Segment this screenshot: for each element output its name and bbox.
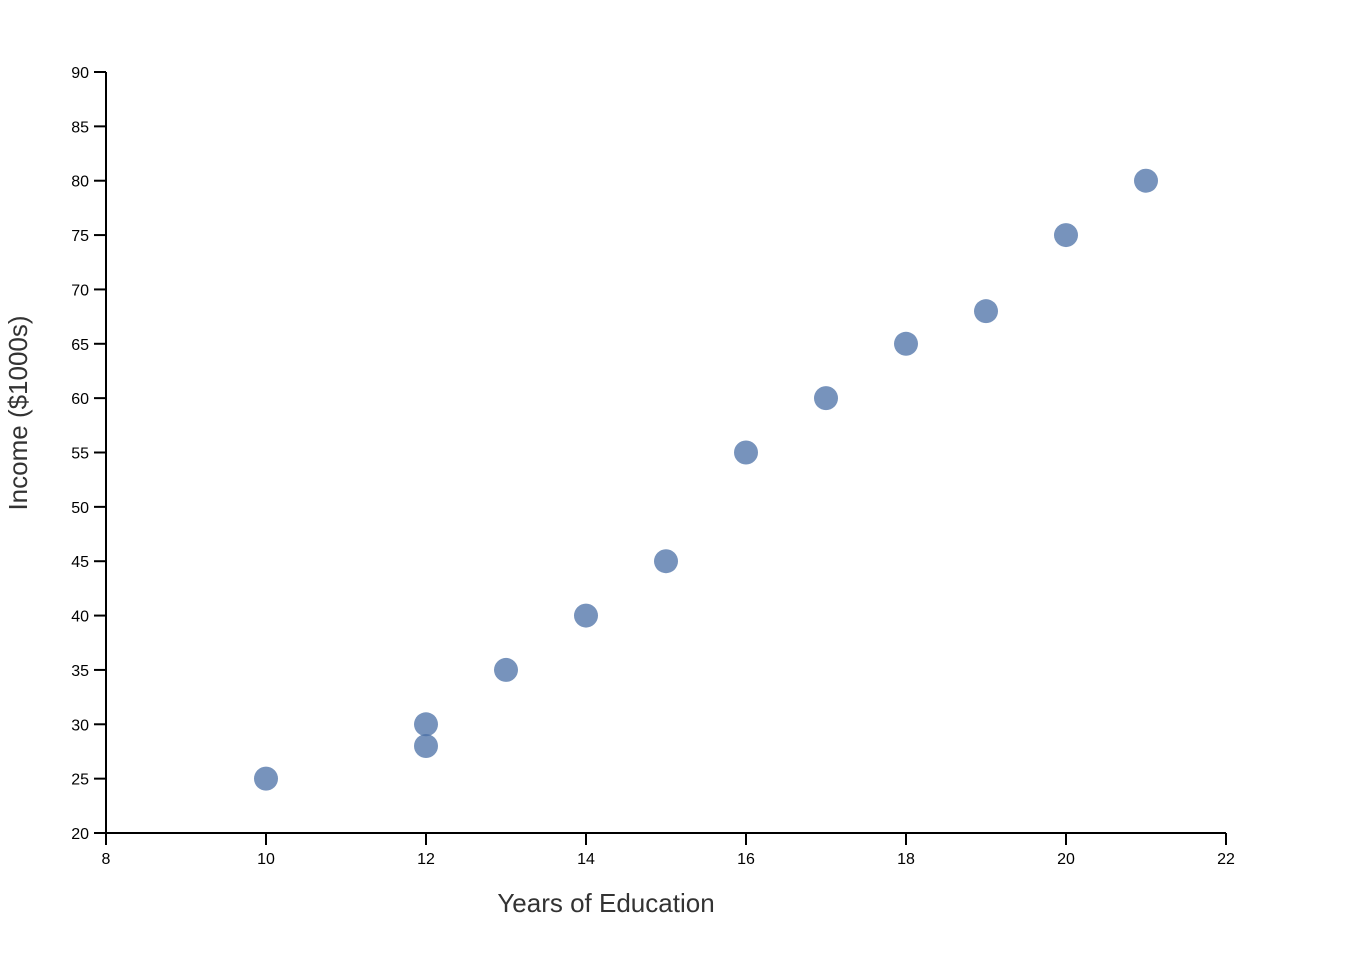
y-tick-label: 70 <box>71 282 89 299</box>
data-point <box>414 712 438 737</box>
y-tick-label: 30 <box>71 717 89 734</box>
y-tick-label: 75 <box>71 228 89 245</box>
y-tick-label: 90 <box>71 65 89 82</box>
data-point <box>734 440 758 465</box>
data-point <box>894 331 918 356</box>
x-tick-label: 18 <box>897 851 915 868</box>
data-point <box>414 734 438 759</box>
y-tick-label: 65 <box>71 337 89 354</box>
x-axis: 8 10 12 14 16 18 20 22 <box>102 832 1235 868</box>
y-tick-label: 85 <box>71 119 89 136</box>
y-axis-title: Income ($1000s) <box>3 315 33 510</box>
x-axis-title: Years of Education <box>497 888 714 918</box>
data-point <box>494 657 518 682</box>
y-tick-label: 55 <box>71 446 89 463</box>
data-point <box>1054 223 1078 248</box>
y-tick-label: 60 <box>71 391 89 408</box>
x-tick-label: 16 <box>737 851 755 868</box>
y-tick-label: 80 <box>71 174 89 191</box>
data-points <box>254 168 1158 791</box>
x-tick-label: 14 <box>577 851 595 868</box>
y-axis: 20 25 30 35 40 45 50 55 60 65 70 75 80 85 90 <box>71 65 107 843</box>
y-tick-label: 45 <box>71 554 89 571</box>
y-tick-label: 40 <box>71 609 89 626</box>
x-tick-label: 10 <box>257 851 275 868</box>
x-tick-label: 8 <box>102 851 111 868</box>
x-tick-label: 20 <box>1057 851 1075 868</box>
y-tick-label: 50 <box>71 500 89 517</box>
data-point <box>1134 168 1158 193</box>
y-tick-label: 25 <box>71 772 89 789</box>
data-point <box>654 549 678 574</box>
x-tick-label: 12 <box>417 851 435 868</box>
y-tick-label: 35 <box>71 663 89 680</box>
data-point <box>814 386 838 411</box>
data-point <box>574 603 598 628</box>
x-tick-label: 22 <box>1217 851 1235 868</box>
data-point <box>974 299 998 324</box>
data-point <box>254 766 278 791</box>
y-tick-label: 20 <box>71 826 89 843</box>
